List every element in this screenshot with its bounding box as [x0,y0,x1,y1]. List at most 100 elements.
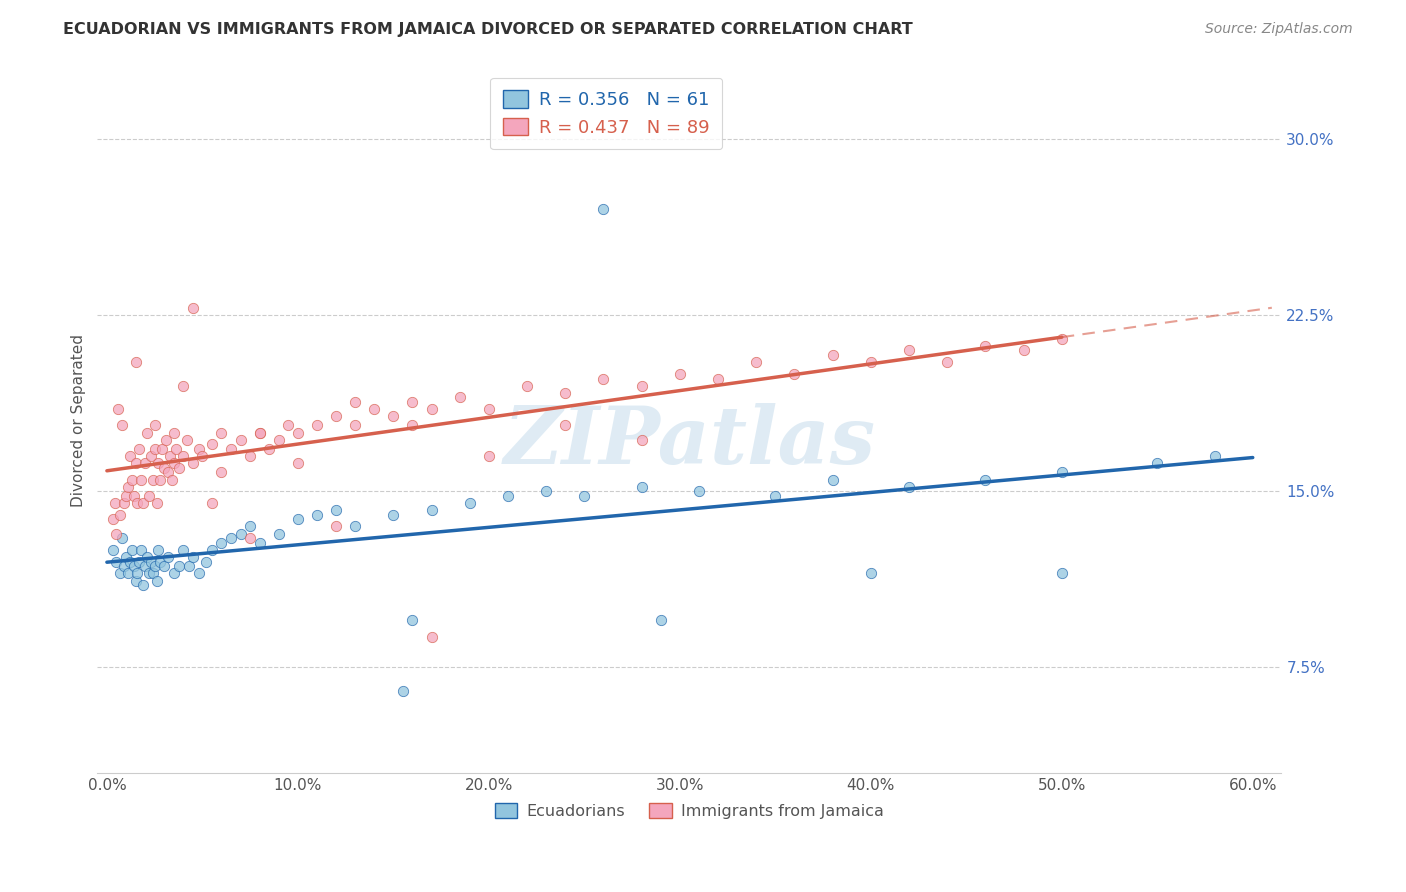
Point [149,473,172,487]
Point [124,355,146,369]
Point [115,489,138,503]
Point [159,449,181,463]
Point [156,466,179,480]
Point [936,355,959,369]
Point [1012,343,1035,358]
Point [118,449,141,463]
Point [136,425,159,440]
Point [267,433,290,447]
Point [745,355,768,369]
Point [478,402,501,417]
Point [142,473,165,487]
Point [128,555,150,569]
Point [145,574,167,588]
Point [554,385,576,400]
Point [105,526,128,541]
Point [688,484,710,499]
Legend: Ecuadorians, Immigrants from Jamaica: Ecuadorians, Immigrants from Jamaica [488,797,890,825]
Point [325,409,347,423]
Point [821,473,844,487]
Point [707,371,730,385]
Point [105,555,128,569]
Point [249,425,271,440]
Point [249,425,271,440]
Point [277,418,299,433]
Point [478,449,501,463]
Point [181,456,204,470]
Point [139,555,162,569]
Point [669,367,692,381]
Point [574,489,596,503]
Point [132,578,155,592]
Point [257,442,280,456]
Point [172,449,194,463]
Point [172,543,194,558]
Point [149,555,172,569]
Point [138,566,160,581]
Point [401,614,423,628]
Point [181,301,204,315]
Point [382,508,405,522]
Point [127,496,149,510]
Point [401,395,423,409]
Point [195,555,218,569]
Point [148,543,170,558]
Point [118,555,141,569]
Point [363,402,385,417]
Point [496,489,519,503]
Point [187,442,209,456]
Point [191,449,214,463]
Point [516,378,538,392]
Point [229,433,252,447]
Point [136,549,159,564]
Text: ZIPatlas: ZIPatlas [503,403,876,481]
Point [449,390,471,404]
Point [974,473,997,487]
Point [1050,566,1073,581]
Point [382,409,405,423]
Text: Source: ZipAtlas.com: Source: ZipAtlas.com [1205,22,1353,37]
Point [143,442,166,456]
Point [107,402,129,417]
Point [821,348,844,362]
Point [117,566,139,581]
Point [187,566,209,581]
Point [325,503,347,517]
Point [111,418,134,433]
Point [898,343,921,358]
Point [129,543,152,558]
Point [201,543,224,558]
Point [134,456,156,470]
Point [121,473,143,487]
Point [420,630,443,644]
Point [153,460,176,475]
Point [249,536,271,550]
Point [201,437,224,451]
Point [121,543,143,558]
Point [176,433,198,447]
Point [420,503,443,517]
Point [344,519,367,533]
Point [239,531,262,545]
Point [344,395,367,409]
Point [211,466,233,480]
Point [181,549,204,564]
Point [127,566,149,581]
Point [201,496,224,510]
Point [898,479,921,493]
Point [122,489,145,503]
Point [219,531,242,545]
Point [153,559,176,574]
Point [267,526,290,541]
Point [592,371,614,385]
Y-axis label: Divorced or Separated: Divorced or Separated [72,334,86,508]
Point [211,536,233,550]
Point [392,684,415,698]
Point [420,402,443,417]
Point [859,566,882,581]
Point [401,418,423,433]
Point [1204,449,1226,463]
Point [112,496,135,510]
Point [110,508,132,522]
Point [143,418,166,433]
